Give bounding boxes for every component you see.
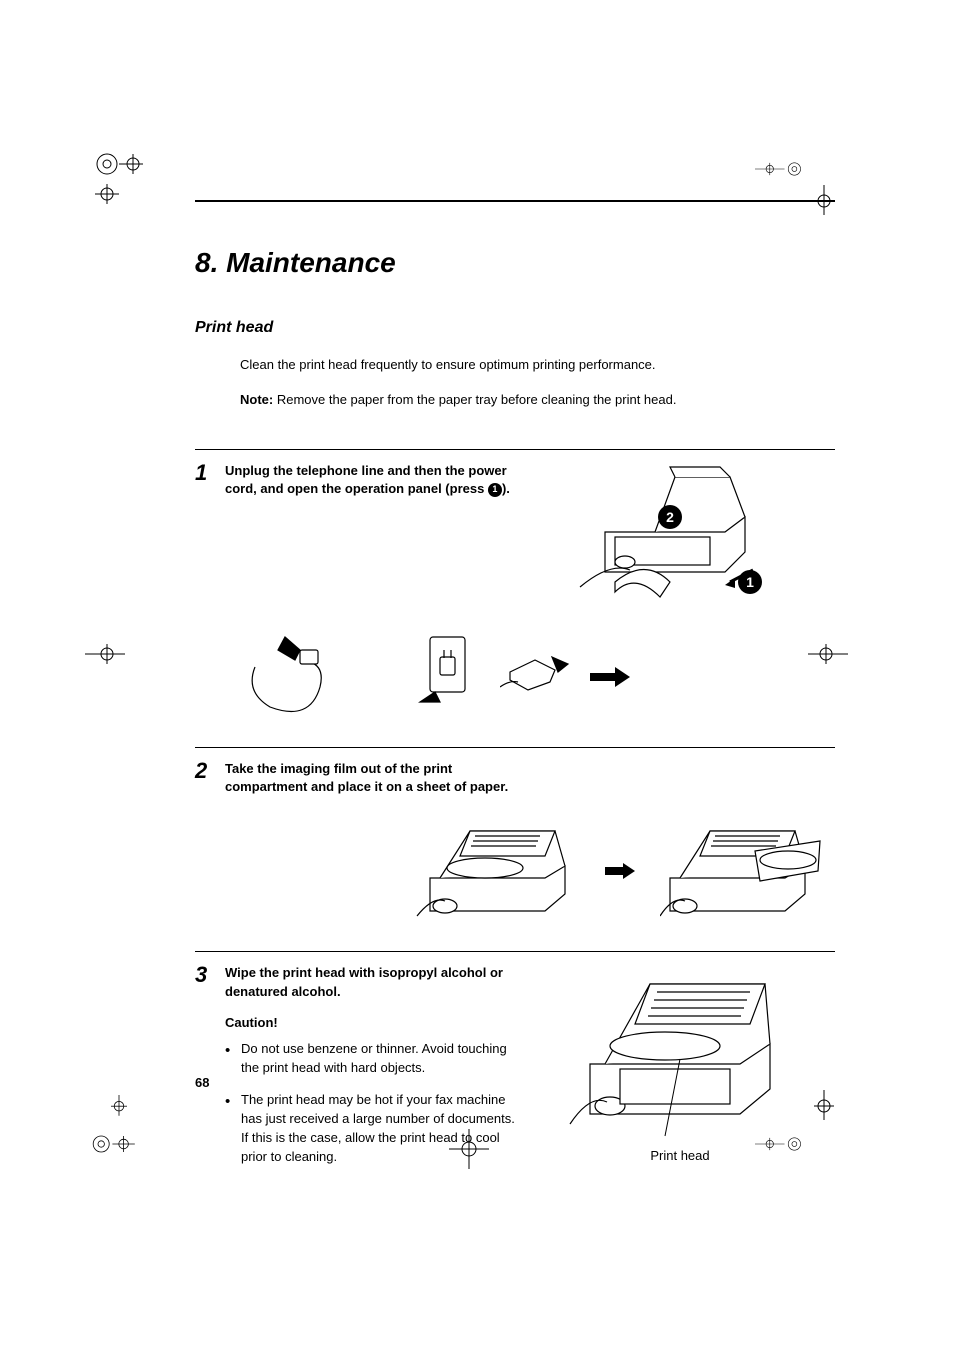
arrow-right-icon	[605, 863, 635, 879]
chapter-title: 8. Maintenance	[195, 247, 835, 279]
print-head-illustration-icon	[565, 964, 795, 1144]
registration-mark-icon	[90, 1120, 138, 1168]
caution-label: Caution!	[225, 1015, 525, 1030]
caution-list: Do not use benzene or thinner. Avoid tou…	[225, 1040, 525, 1167]
step-text: Unplug the telephone line and then the p…	[225, 462, 515, 498]
list-item: The print head may be hot if your fax ma…	[225, 1091, 525, 1166]
registration-mark-icon	[755, 145, 803, 193]
intro-text: Clean the print head frequently to ensur…	[240, 355, 835, 375]
phone-plug-illustration-icon	[500, 652, 570, 702]
step-text: Wipe the print head with isopropyl alcoh…	[225, 964, 525, 1000]
step-number: 1	[195, 462, 225, 484]
step-1-figure-right: 1 2	[515, 462, 835, 612]
note-body: Remove the paper from the paper tray bef…	[273, 392, 676, 407]
plug-illustration-icon	[410, 632, 480, 722]
svg-text:2: 2	[666, 509, 674, 525]
step-text-before: Unplug the telephone line and then the p…	[225, 463, 507, 496]
step-2-figures	[415, 816, 835, 926]
list-item: Do not use benzene or thinner. Avoid tou…	[225, 1040, 525, 1078]
page-number: 68	[195, 1075, 209, 1090]
step-2: 2 Take the imaging film out of the print…	[195, 747, 835, 796]
step-number: 3	[195, 964, 225, 986]
note-label: Note:	[240, 392, 273, 407]
section-title: Print head	[195, 319, 835, 337]
registration-mark-icon	[85, 630, 133, 678]
step-1: 1 Unplug the telephone line and then the…	[195, 449, 835, 612]
arrow-right-icon	[590, 667, 630, 687]
fax-film-out-illustration-icon	[660, 816, 825, 926]
step-text-after: ).	[502, 481, 510, 496]
header-rule	[195, 200, 835, 202]
note-text: Note: Remove the paper from the paper tr…	[240, 390, 835, 410]
step-1-figure-below	[240, 632, 835, 722]
cord-illustration-icon	[240, 632, 390, 722]
svg-text:1: 1	[746, 574, 754, 590]
figure-label: Print head	[650, 1148, 709, 1163]
step-number: 2	[195, 760, 225, 782]
step-text: Take the imaging film out of the print c…	[225, 760, 515, 796]
fax-machine-illustration-icon: 1 2	[575, 462, 775, 612]
fax-open-illustration-icon	[415, 816, 580, 926]
page-content: 8. Maintenance Print head Clean the prin…	[195, 200, 835, 1201]
registration-mark-icon	[95, 170, 143, 218]
step-3: 3 Wipe the print head with isopropyl alc…	[195, 951, 835, 1180]
circled-number-icon: 1	[488, 483, 502, 497]
